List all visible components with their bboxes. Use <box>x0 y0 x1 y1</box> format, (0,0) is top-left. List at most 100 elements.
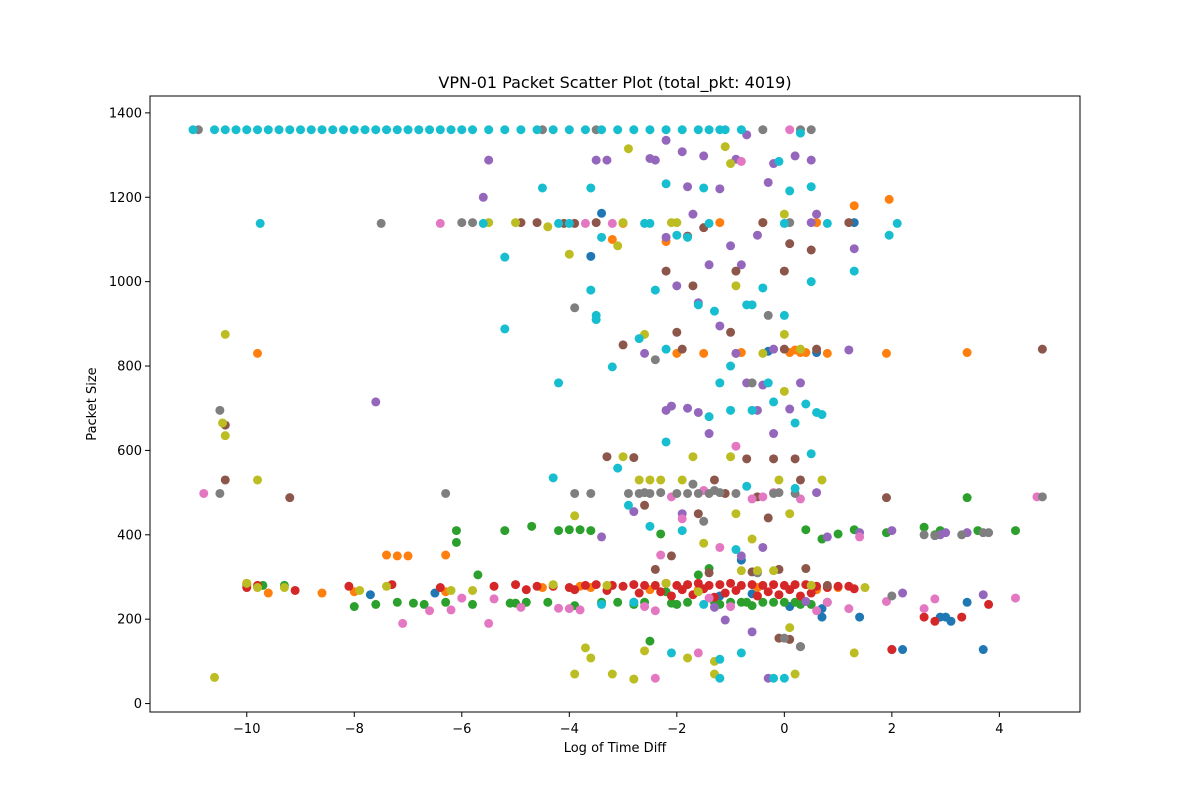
data-point <box>656 475 666 485</box>
data-point <box>489 594 499 604</box>
data-point <box>532 125 542 135</box>
data-point <box>339 125 349 135</box>
data-point <box>833 581 843 591</box>
data-point <box>602 155 612 165</box>
x-tick-label: 4 <box>995 722 1003 737</box>
y-axis: 0 200 400 600 800 1000 1200 1400 <box>109 106 150 712</box>
data-point <box>795 475 805 485</box>
data-point <box>446 125 456 135</box>
data-point <box>962 348 972 358</box>
data-point <box>457 218 467 228</box>
data-point <box>919 604 929 614</box>
data-point <box>881 348 891 358</box>
data-point <box>855 612 865 622</box>
chart-title: VPN-01 Packet Scatter Plot (total_pkt: 4… <box>438 73 791 93</box>
data-point <box>554 526 564 536</box>
data-point <box>715 184 725 194</box>
plot-frame <box>149 95 1081 713</box>
data-point <box>597 599 607 609</box>
data-point <box>290 585 300 595</box>
data-point <box>349 125 359 135</box>
data-point <box>484 155 494 165</box>
data-point <box>790 483 800 493</box>
data-point <box>586 183 596 193</box>
data-point <box>564 604 574 614</box>
data-point <box>591 218 601 228</box>
data-point <box>586 285 596 295</box>
data-point <box>726 602 736 612</box>
data-point <box>736 156 746 166</box>
x-axis-label: Log of Time Diff <box>564 741 668 756</box>
data-point <box>758 125 768 135</box>
data-point <box>747 580 757 590</box>
data-point <box>597 208 607 218</box>
data-point <box>849 244 859 254</box>
data-point <box>666 551 676 561</box>
data-point <box>317 588 327 598</box>
data-point <box>607 669 617 679</box>
data-point <box>457 593 467 603</box>
data-point <box>263 588 273 598</box>
data-point <box>623 500 633 510</box>
data-point <box>785 585 795 595</box>
data-point <box>511 580 521 590</box>
data-point <box>742 481 752 491</box>
data-point <box>425 606 435 616</box>
data-point <box>570 303 580 313</box>
data-point <box>795 378 805 388</box>
data-point <box>623 144 633 154</box>
data-point <box>661 232 671 242</box>
data-point <box>978 645 988 655</box>
data-point <box>500 324 510 334</box>
data-point <box>532 581 542 591</box>
data-point <box>699 599 709 609</box>
data-point <box>218 418 228 428</box>
data-point <box>752 566 762 576</box>
data-point <box>758 218 768 228</box>
data-point <box>726 578 736 588</box>
data-point <box>747 378 757 388</box>
data-point <box>881 493 891 503</box>
data-point <box>656 529 666 539</box>
data-point <box>527 521 537 531</box>
data-point <box>731 585 741 595</box>
x-tick-label: 2 <box>888 722 896 737</box>
data-point <box>785 239 795 249</box>
data-point <box>817 410 827 420</box>
data-point <box>779 386 789 396</box>
data-point <box>822 597 832 607</box>
data-point <box>822 532 832 542</box>
x-tick-label: −10 <box>233 722 260 737</box>
data-point <box>500 526 510 536</box>
data-point <box>758 348 768 358</box>
data-point <box>591 580 601 590</box>
data-point <box>516 125 526 135</box>
data-point <box>812 488 822 498</box>
data-point <box>763 587 773 597</box>
data-point <box>795 642 805 652</box>
y-tick-label: 1200 <box>109 191 142 206</box>
data-point <box>408 598 418 608</box>
data-point <box>500 125 510 135</box>
data-point <box>699 151 709 161</box>
data-point <box>752 230 762 240</box>
data-point <box>806 218 816 228</box>
data-point <box>779 218 789 228</box>
data-point <box>629 125 639 135</box>
data-point <box>677 585 687 595</box>
data-point <box>473 570 483 580</box>
data-point <box>884 194 894 204</box>
data-point <box>215 488 225 498</box>
data-point <box>801 399 811 409</box>
data-point <box>591 315 601 325</box>
data-point <box>736 260 746 270</box>
data-point <box>645 218 655 228</box>
data-point <box>769 673 779 683</box>
data-point <box>693 509 703 519</box>
data-point <box>957 530 967 540</box>
data-point <box>242 578 252 588</box>
data-point <box>774 156 784 166</box>
data-point <box>435 125 445 135</box>
data-point <box>806 182 816 192</box>
data-point <box>844 345 854 355</box>
